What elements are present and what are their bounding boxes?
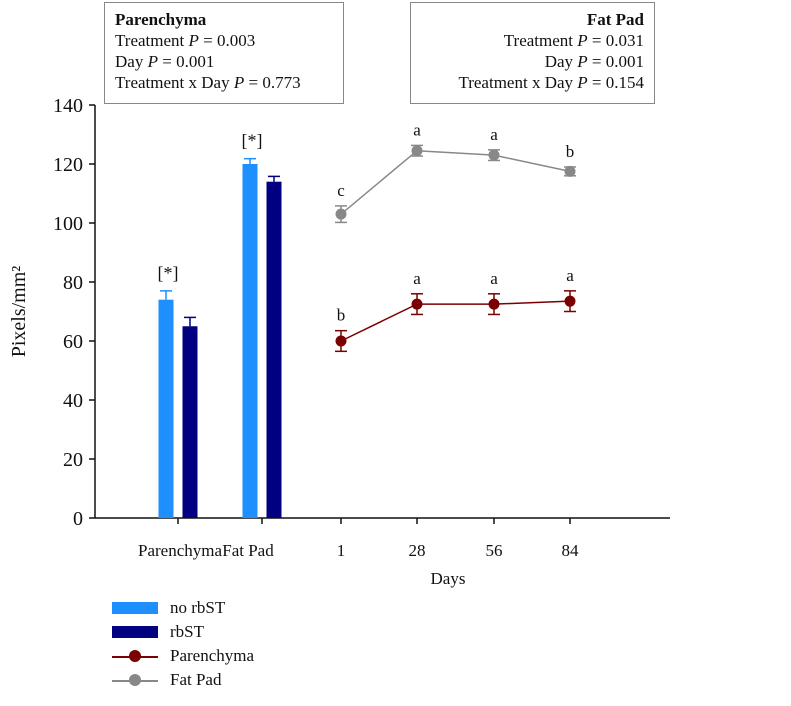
y-tick-label: 40	[63, 390, 83, 412]
significance-letter: b	[337, 306, 346, 325]
series-line-fat-pad	[340, 149, 571, 215]
stat-line: Treatment x Day P = 0.154	[458, 73, 644, 92]
legend-item-no-rbst: no rbST	[112, 596, 254, 620]
fat-pad-stats-box: Fat Pad Treatment P = 0.031 Day P = 0.00…	[410, 2, 655, 104]
x-axis-label: Days	[431, 569, 466, 588]
significance-letter: a	[490, 125, 498, 144]
y-tick-label: 80	[63, 272, 83, 294]
bar-no-rbst	[158, 299, 174, 518]
data-point	[488, 149, 500, 161]
stat-line: Treatment P = 0.003	[115, 31, 256, 50]
y-tick-label: 0	[73, 508, 83, 530]
x-tick-label: Parenchyma	[138, 541, 222, 560]
x-tick-label: Fat Pad	[222, 541, 274, 560]
data-point	[564, 295, 576, 307]
stat-line: Treatment x Day P = 0.773	[115, 73, 301, 92]
significance-letter: c	[337, 181, 345, 200]
legend: no rbST rbST Parenchyma Fat Pad	[112, 596, 254, 692]
legend-line-marker	[112, 650, 158, 662]
y-tick-label: 120	[53, 154, 83, 176]
bar-rbst	[266, 181, 282, 518]
y-tick-label: 140	[53, 95, 83, 117]
significance-letter: a	[413, 269, 421, 288]
data-point	[335, 335, 347, 347]
legend-item-parenchyma: Parenchyma	[112, 644, 254, 668]
significance-annotation: [*]	[242, 131, 263, 151]
y-tick-label: 20	[63, 449, 83, 471]
parenchyma-stats-title: Parenchyma	[115, 10, 207, 29]
stat-line: Day P = 0.001	[544, 52, 644, 71]
significance-letter: a	[413, 120, 421, 139]
y-axis-label: Pixels/mm²	[8, 266, 30, 358]
x-tick-label: 1	[337, 541, 346, 560]
parenchyma-stats-box: Parenchyma Treatment P = 0.003 Day P = 0…	[104, 2, 344, 104]
legend-item-rbst: rbST	[112, 620, 254, 644]
y-tick-label: 100	[53, 213, 83, 235]
bar-no-rbst	[242, 164, 258, 518]
legend-swatch	[112, 602, 158, 614]
significance-letter: a	[566, 266, 574, 285]
x-tick-label: 56	[486, 541, 503, 560]
y-tick-label: 60	[63, 331, 83, 353]
stat-line: Treatment P = 0.031	[503, 31, 644, 50]
bar-rbst	[182, 326, 198, 518]
x-tick-label: 28	[409, 541, 426, 560]
data-point	[488, 298, 500, 310]
x-tick-label: 84	[562, 541, 580, 560]
data-point	[335, 208, 347, 220]
series-line-parenchyma	[340, 300, 571, 342]
legend-swatch	[112, 626, 158, 638]
significance-annotation: [*]	[158, 263, 179, 283]
data-point	[564, 165, 576, 177]
data-point	[411, 298, 423, 310]
legend-item-fat-pad: Fat Pad	[112, 668, 254, 692]
fat-pad-stats-title: Fat Pad	[586, 10, 644, 29]
data-point	[411, 145, 423, 157]
significance-letter: b	[566, 142, 575, 161]
significance-letter: a	[490, 269, 498, 288]
legend-line-marker	[112, 674, 158, 686]
stat-line: Day P = 0.001	[115, 52, 215, 71]
